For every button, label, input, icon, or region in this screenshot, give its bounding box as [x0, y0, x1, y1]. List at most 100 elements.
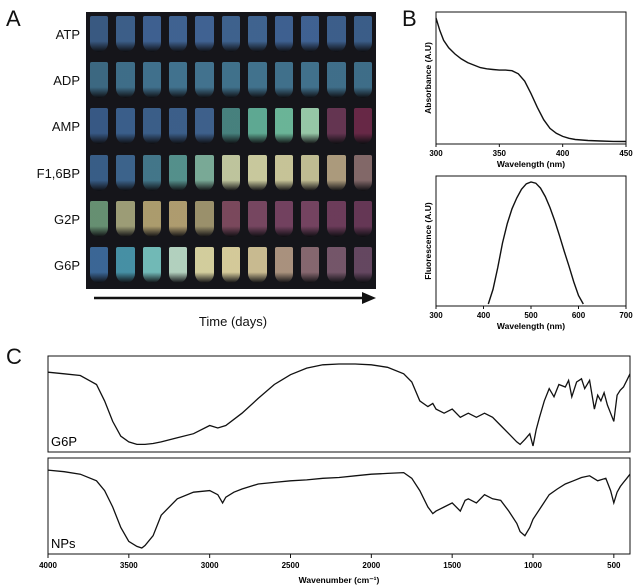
vial [142, 246, 162, 283]
vial [90, 246, 109, 283]
plot-frame [435, 175, 627, 307]
vial [300, 200, 320, 237]
ftir-chart: G6P NPs 4000 3500 3000 2500 2000 1500 1000 500 Wav… [39, 355, 631, 585]
x-tick-label: 1500 [443, 561, 461, 570]
vial [142, 62, 162, 99]
trace-label: G6P [51, 434, 77, 449]
trace-label: NPs [51, 536, 76, 551]
vial [195, 62, 214, 99]
series-line [487, 181, 584, 305]
x-axis-title: Wavenumber (cm⁻¹) [299, 575, 380, 585]
vial [353, 16, 372, 53]
vial [116, 154, 135, 191]
row-label: G2P [53, 211, 80, 227]
vial [327, 62, 346, 99]
vial [353, 154, 372, 191]
vial [353, 200, 372, 237]
vial [90, 62, 109, 99]
vial [116, 246, 135, 283]
vial [90, 154, 109, 191]
vial [300, 108, 320, 145]
x-tick-label: 2000 [362, 561, 380, 570]
vial [195, 246, 214, 283]
vial [248, 108, 267, 145]
vial [353, 246, 372, 283]
vial [90, 108, 109, 145]
row-label: ATP [55, 27, 80, 43]
vial [300, 154, 320, 191]
fluorescence-chart: 300 400 500 600 700 Wavelength (nm) Fluorescen… [423, 175, 633, 331]
x-tick-label: 3500 [120, 561, 138, 570]
ftir-trace [47, 363, 631, 447]
vial [169, 16, 188, 53]
vial [221, 154, 241, 191]
panel-c-letter: C [6, 344, 22, 369]
vial [221, 246, 241, 283]
y-axis-title: Fluorescence (A.U) [423, 202, 433, 280]
vial [142, 16, 162, 53]
x-tick-label: 300 [429, 311, 443, 320]
vial-photo-grid [86, 12, 376, 289]
row-label: ADP [53, 73, 80, 89]
vial [327, 246, 346, 283]
vial [221, 108, 241, 145]
row-label: G6P [53, 257, 80, 273]
vial [142, 200, 162, 237]
x-axis-title: Wavelength (nm) [497, 159, 565, 169]
x-tick-label: 300 [429, 149, 443, 158]
vial [142, 108, 162, 145]
vial [274, 154, 293, 191]
x-tick-label: 350 [493, 149, 507, 158]
vial [116, 200, 135, 237]
vial [327, 200, 346, 237]
vial [116, 62, 135, 99]
vial [327, 154, 346, 191]
x-tick-label: 1000 [524, 561, 542, 570]
vial [248, 62, 267, 99]
absorbance-chart: 300 350 400 450 Wavelength (nm) Absorbance (A… [423, 11, 633, 169]
vial [300, 62, 320, 99]
x-tick-label: 400 [477, 311, 491, 320]
x-tick-label: 450 [619, 149, 633, 158]
time-arrow [94, 292, 376, 304]
x-tick-label: 500 [524, 311, 538, 320]
vial [300, 246, 320, 283]
vial [248, 154, 267, 191]
vial [90, 16, 109, 53]
vial [248, 246, 267, 283]
vial [353, 62, 372, 99]
vial [274, 62, 293, 99]
vial [90, 200, 109, 237]
vial [274, 246, 293, 283]
vial [195, 154, 214, 191]
vial [221, 200, 241, 237]
ftir-frame [47, 355, 631, 453]
plot-frame [435, 11, 627, 145]
row-labels: ATP ADP AMP F1,6BP G2P G6P [0, 12, 84, 289]
vial [327, 16, 346, 53]
vial [300, 16, 320, 53]
vial [353, 108, 372, 145]
vial [221, 16, 241, 53]
x-tick-label: 3000 [201, 561, 219, 570]
x-tick-label: 600 [572, 311, 586, 320]
x-tick-label: 2500 [282, 561, 300, 570]
x-tick-label: 400 [556, 149, 570, 158]
vial [116, 16, 135, 53]
vial [169, 200, 188, 237]
row-label: AMP [51, 119, 80, 135]
ftir-frame [47, 457, 631, 555]
y-axis-title: Absorbance (A.U) [423, 42, 433, 114]
x-tick-label: 500 [607, 561, 621, 570]
vial [169, 154, 188, 191]
vial [195, 108, 214, 145]
vial [116, 108, 135, 145]
vial [248, 200, 267, 237]
vial [169, 62, 188, 99]
vial [274, 200, 293, 237]
vial [169, 246, 188, 283]
vial [274, 16, 293, 53]
ftir-trace [47, 469, 631, 549]
vial [195, 16, 214, 53]
vial [274, 108, 293, 145]
